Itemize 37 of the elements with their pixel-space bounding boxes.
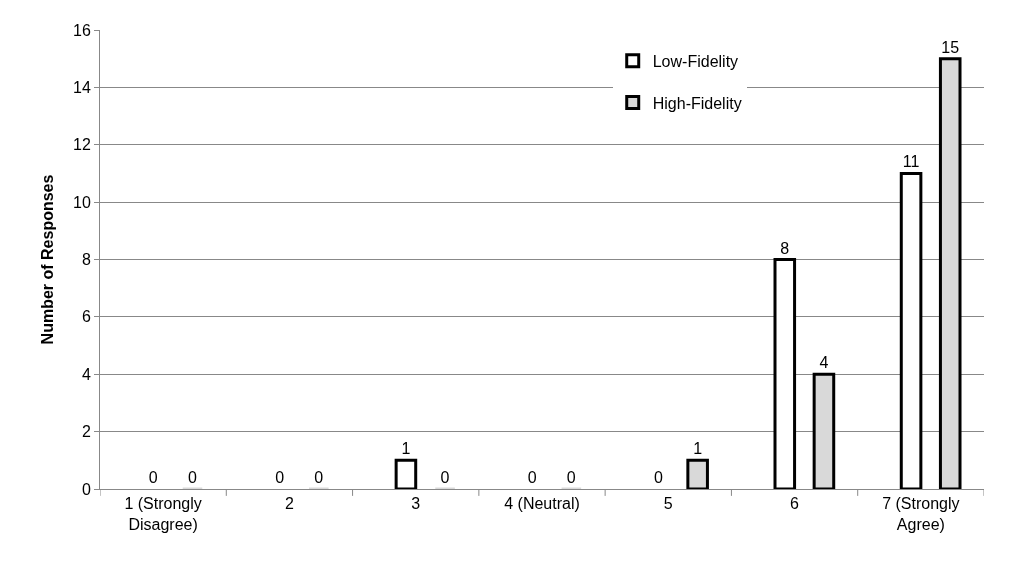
x-tick-label: 6 [790, 495, 800, 513]
y-tick-label: 16 [73, 21, 91, 39]
x-tick-label: 7 (Strongly Agree) [882, 495, 960, 533]
data-label: 1 [693, 440, 703, 458]
data-label: 0 [566, 469, 576, 486]
data-label: 8 [780, 239, 790, 257]
data-label: 0 [527, 469, 537, 486]
legend-label: Low-Fidelity [652, 52, 739, 70]
x-tick-label: 5 [663, 495, 673, 513]
data-label: 4 [819, 354, 829, 372]
y-tick-label: 0 [81, 480, 91, 498]
y-tick-label: 2 [81, 423, 91, 441]
data-label: 0 [188, 469, 198, 486]
data-label: 0 [314, 469, 324, 486]
y-tick-label: 14 [73, 78, 91, 96]
y-tick-label: 10 [73, 193, 91, 211]
data-label: 0 [440, 469, 450, 486]
bar [394, 458, 418, 489]
data-label: 0 [654, 469, 663, 486]
y-tick-label: 6 [81, 308, 91, 326]
data-label: 1 [401, 440, 411, 458]
bar [899, 171, 923, 489]
bar [773, 258, 797, 489]
data-label: 15 [941, 38, 960, 56]
y-tick-label: 4 [81, 365, 91, 383]
data-label: 0 [148, 469, 158, 486]
x-tick-label: 4 (Neutral) [504, 495, 580, 513]
y-tick-label: 8 [81, 251, 91, 269]
data-label: 0 [275, 469, 285, 486]
x-tick-label: 1 (Strongly Disagree) [124, 495, 202, 533]
bar [686, 458, 709, 489]
legend-label: High-Fidelity [652, 94, 742, 112]
x-tick-label: 2 [284, 495, 294, 513]
y-tick-label: 12 [73, 136, 91, 154]
data-label: 11 [902, 153, 920, 171]
x-tick-label: 3 [411, 495, 421, 513]
y-axis-title: Number of Responses [38, 174, 56, 345]
